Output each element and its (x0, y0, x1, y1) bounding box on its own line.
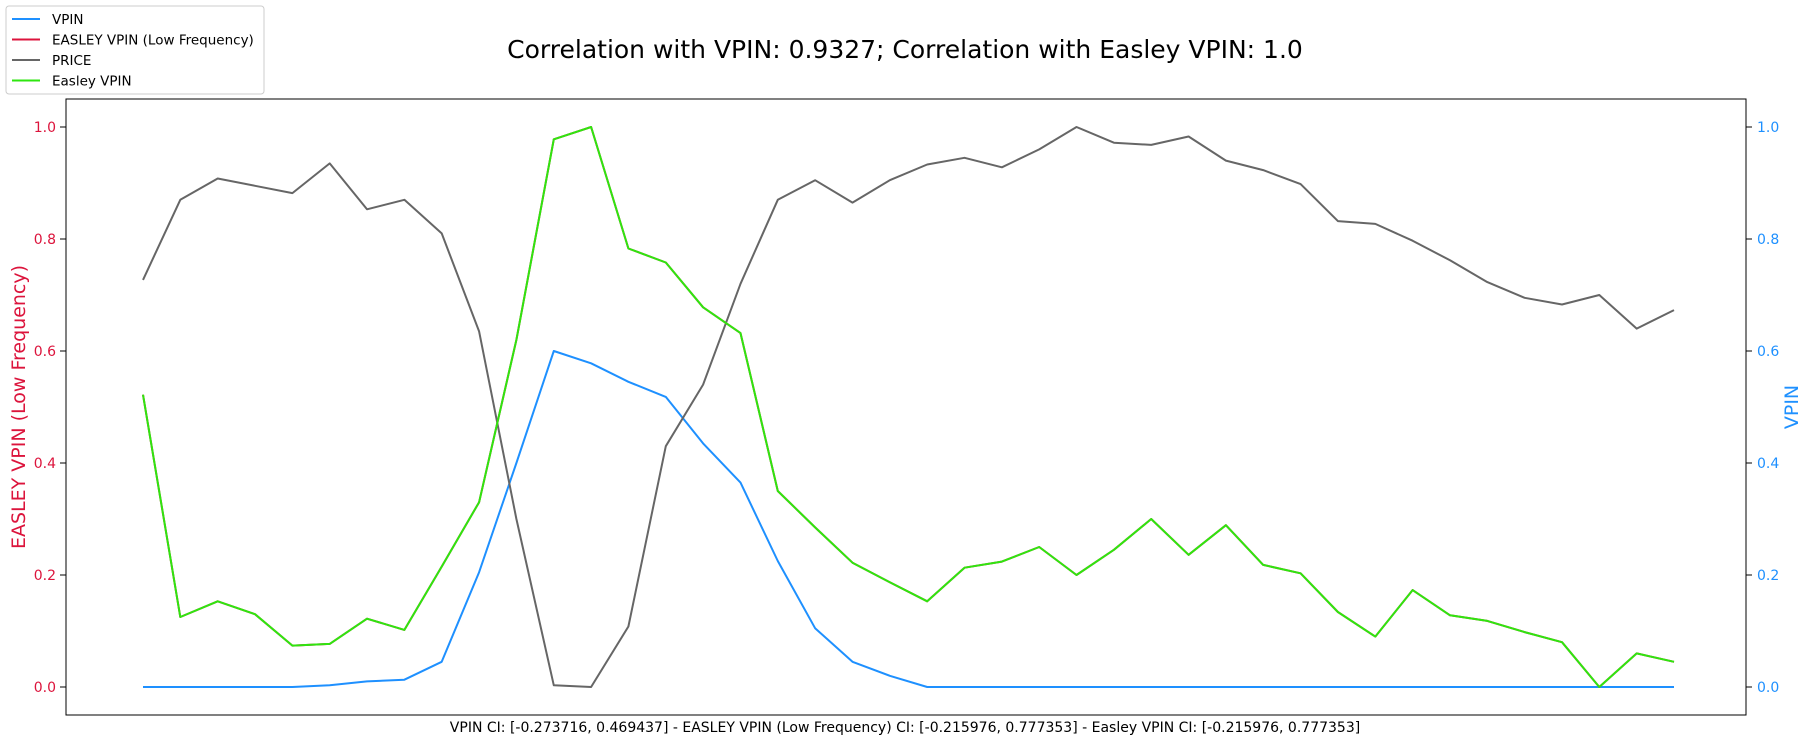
legend-label: Easley VPIN (52, 74, 132, 90)
right-y-tick-label: 0.2 (1757, 568, 1779, 584)
right-y-axis-label: VPIN (1781, 385, 1803, 429)
right-y-tick-label: 0.4 (1757, 456, 1779, 472)
left-y-tick-label: 0.2 (34, 568, 56, 584)
legend-label: PRICE (52, 53, 91, 69)
chart-title: Correlation with VPIN: 0.9327; Correlati… (507, 35, 1303, 64)
left-y-tick-label: 1.0 (34, 120, 56, 136)
left-y-axis: 0.0 0.2 0.4 0.6 0.8 1.0 (34, 120, 66, 696)
right-y-axis: 0.0 0.2 0.4 0.6 0.8 1.0 (1746, 120, 1779, 696)
right-y-tick-label: 0.0 (1757, 680, 1779, 696)
legend-label: VPIN (52, 12, 83, 28)
series-line-vpin (143, 350, 1674, 688)
right-y-tick-label: 0.8 (1757, 232, 1779, 248)
series-lines (142, 126, 1675, 688)
series-line-easley-vpin (142, 126, 1675, 688)
legend-box (5, 5, 265, 95)
right-y-tick-label: 0.6 (1757, 344, 1779, 360)
left-y-tick-label: 0.0 (34, 680, 56, 696)
series-line-price (142, 126, 1675, 688)
series-line-easley-vpin-low-frequency (142, 126, 1675, 688)
left-y-tick-label: 0.6 (34, 344, 56, 360)
left-y-tick-label: 0.4 (34, 456, 56, 472)
x-axis-label: VPIN CI: [-0.273716, 0.469437] - EASLEY … (450, 720, 1360, 736)
left-y-axis-label: EASLEY VPIN (Low Frequency) (8, 265, 30, 549)
legend-label: EASLEY VPIN (Low Frequency) (52, 33, 254, 49)
left-y-tick-label: 0.8 (34, 232, 56, 248)
legend: VPIN EASLEY VPIN (Low Frequency) PRICE Easl… (5, 5, 265, 95)
right-y-tick-label: 1.0 (1757, 120, 1779, 136)
plot-frame (65, 98, 1747, 716)
